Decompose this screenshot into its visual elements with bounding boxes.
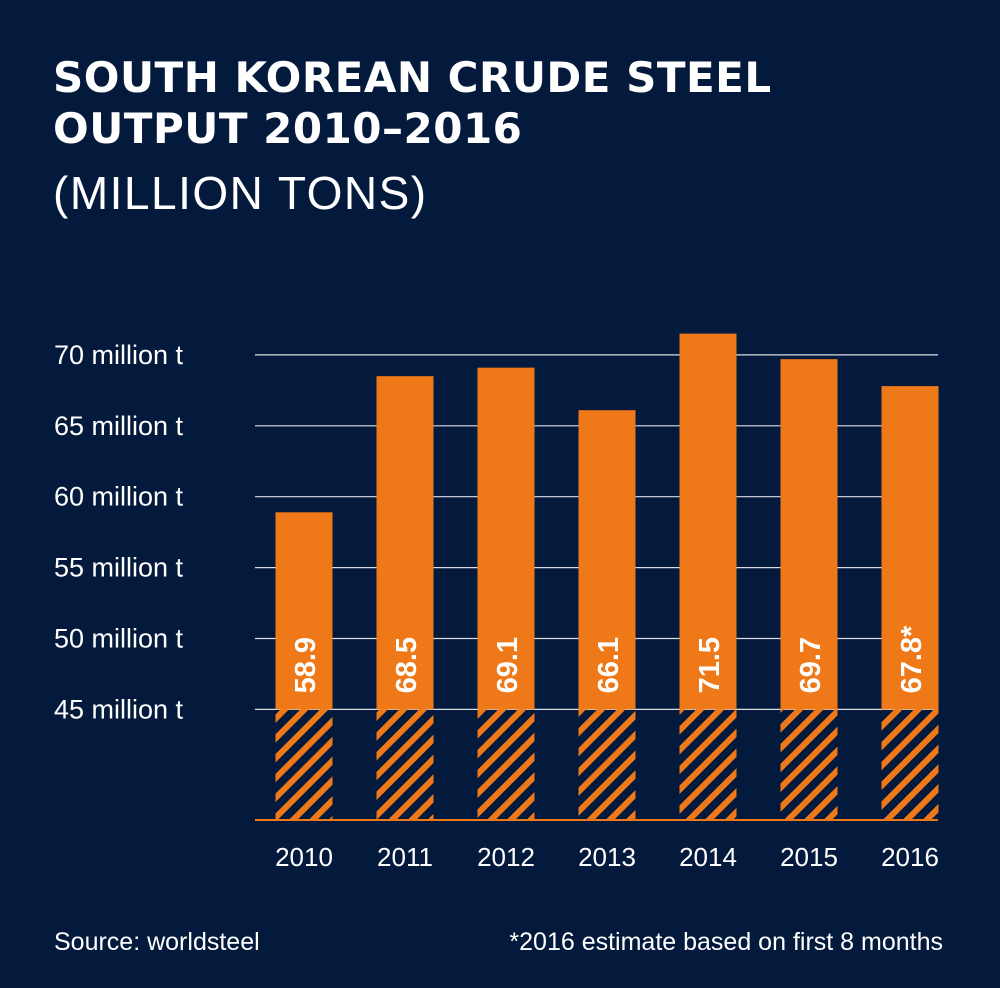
bar (578, 410, 636, 710)
x-axis-ticks: 2010 2011 2012 2013 2014 2015 2016 (275, 842, 939, 872)
chart-title-line-2: OUTPUT 2010–2016 (53, 104, 523, 153)
source-note: Source: worldsteel (54, 928, 260, 956)
x-tick-label: 2015 (780, 842, 838, 872)
bars (275, 333, 939, 820)
chart-subtitle: (MILLION TONS) (53, 167, 428, 219)
bar (780, 359, 838, 710)
bar (881, 386, 939, 710)
bar (477, 367, 535, 710)
bar-value-label: 66.1 (593, 637, 625, 693)
bar (679, 333, 737, 710)
y-tick-label: 50 million t (54, 623, 184, 653)
bar-hatched-base (780, 709, 838, 820)
estimate-footnote: *2016 estimate based on first 8 months (509, 928, 943, 956)
x-tick-label: 2014 (679, 842, 737, 872)
x-tick-label: 2010 (275, 842, 333, 872)
bar-hatched-base (881, 709, 939, 820)
bar-hatched-base (275, 709, 333, 820)
bar-value-label: 69.7 (795, 637, 827, 693)
bar-value-label: 58.9 (290, 637, 322, 693)
bar-value-label: 67.8* (896, 625, 928, 693)
x-tick-label: 2013 (578, 842, 636, 872)
y-tick-label: 70 million t (54, 340, 184, 370)
bar-hatched-base (679, 709, 737, 820)
value-labels: 58.9 68.5 69.1 66.1 71.5 69.7 67.8* (290, 625, 928, 693)
bar-value-label: 71.5 (694, 637, 726, 693)
chart-title: SOUTH KOREAN CRUDE STEEL OUTPUT 2010–201… (53, 52, 953, 154)
y-axis-ticks: 70 million t 65 million t 60 million t 55 m… (54, 340, 184, 725)
bar-hatched-base (376, 709, 434, 820)
chart-title-line-1: SOUTH KOREAN CRUDE STEEL (53, 53, 772, 102)
x-tick-label: 2016 (881, 842, 939, 872)
x-tick-label: 2011 (377, 842, 433, 872)
bar (376, 376, 434, 710)
y-tick-label: 45 million t (54, 694, 184, 724)
bar-value-label: 68.5 (391, 637, 423, 693)
y-tick-label: 60 million t (54, 482, 184, 512)
bar-hatched-base (578, 709, 636, 820)
bar-hatched-base (477, 709, 535, 820)
y-tick-label: 55 million t (54, 553, 184, 583)
bar-value-label: 69.1 (492, 637, 524, 693)
x-tick-label: 2012 (477, 842, 535, 872)
y-tick-label: 65 million t (54, 411, 184, 441)
bar (275, 512, 333, 710)
